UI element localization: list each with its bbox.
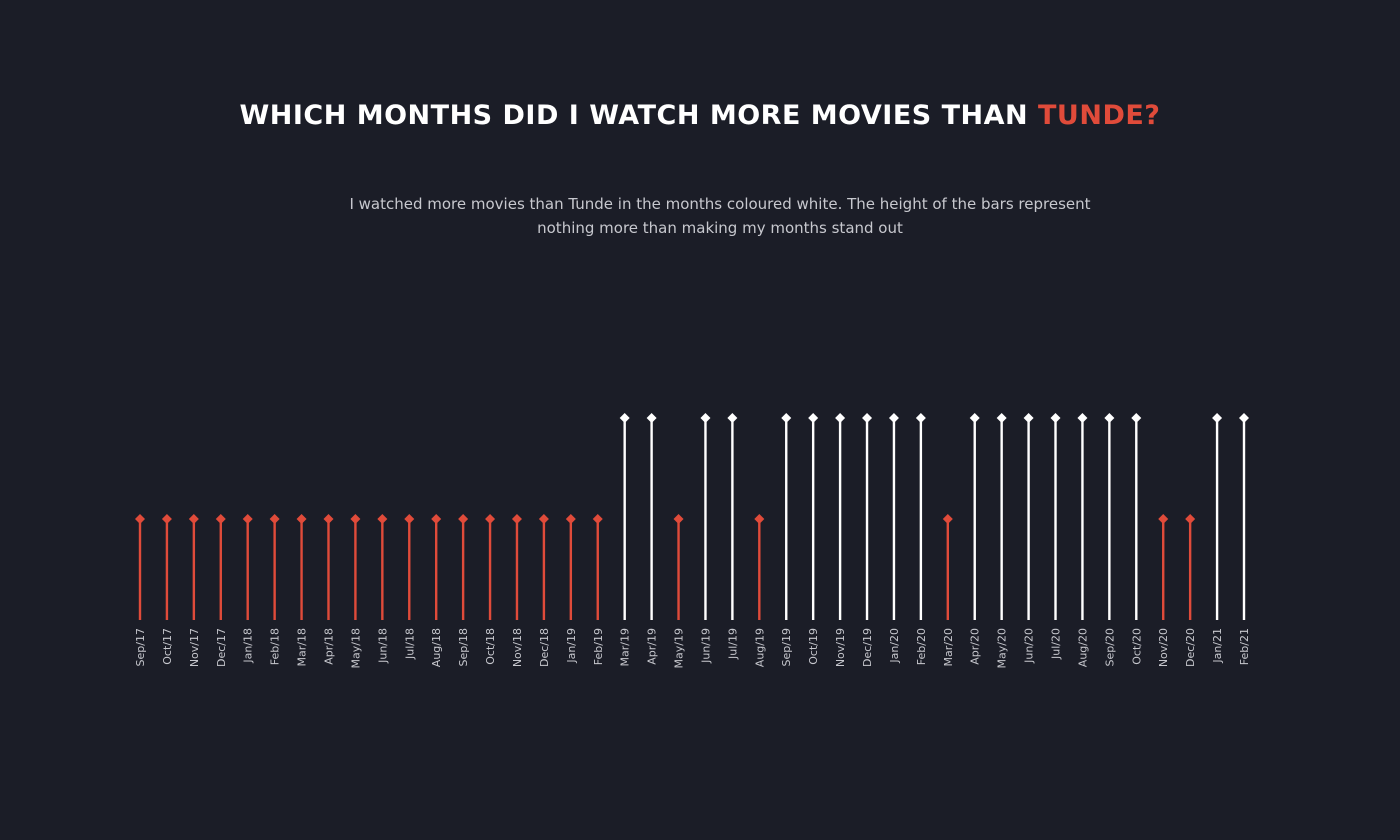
x-tick-label: May/19 [673, 628, 686, 668]
x-tick-label: Jan/18 [242, 628, 255, 664]
marker-oct-20 [1131, 413, 1142, 423]
x-tick-label: Nov/18 [511, 628, 524, 667]
marker-may-18 [350, 514, 361, 524]
marker-mar-18 [296, 514, 307, 524]
marker-aug-19 [754, 514, 765, 524]
marker-jun-18 [377, 514, 388, 524]
x-tick-label: Apr/20 [969, 628, 982, 665]
marker-sep-17 [135, 514, 145, 524]
marker-sep-20 [1104, 413, 1115, 423]
x-tick-label: Jul/19 [726, 628, 739, 660]
x-tick-label: Dec/18 [538, 628, 551, 667]
marker-oct-17 [161, 514, 172, 524]
x-tick-label: Nov/20 [1157, 628, 1170, 667]
marker-feb-19 [592, 514, 603, 524]
x-tick-label: Dec/20 [1184, 628, 1197, 667]
x-tick-label: Aug/18 [430, 628, 443, 667]
marker-jul-20 [1050, 413, 1061, 423]
x-tick-label: Jun/18 [376, 628, 389, 664]
marker-nov-19 [835, 413, 846, 423]
x-tick-label: Sep/17 [134, 628, 147, 666]
x-tick-label: Jan/19 [565, 628, 578, 664]
marker-feb-21 [1239, 413, 1249, 423]
marker-mar-20 [942, 514, 953, 524]
x-tick-label: Nov/19 [834, 628, 847, 667]
x-tick-label: Oct/17 [161, 628, 174, 665]
x-tick-label: Feb/20 [915, 628, 928, 665]
marker-may-19 [673, 514, 684, 524]
marker-mar-19 [619, 413, 630, 423]
x-tick-label: Jan/20 [888, 628, 901, 664]
x-tick-label: Sep/20 [1103, 628, 1116, 666]
x-tick-label: Aug/19 [753, 628, 766, 667]
x-tick-label: Dec/17 [215, 628, 228, 667]
chart-title-highlight: TUNDE? [1038, 100, 1161, 131]
x-tick-label: Mar/20 [942, 628, 955, 666]
x-tick-label: May/20 [996, 628, 1009, 668]
x-tick-label: Oct/19 [807, 628, 820, 665]
marker-jan-20 [888, 413, 899, 423]
marker-aug-18 [431, 514, 442, 524]
x-tick-label: Feb/19 [592, 628, 605, 665]
marker-oct-19 [808, 413, 819, 423]
x-tick-label: Sep/19 [780, 628, 793, 666]
marker-jan-18 [242, 514, 253, 524]
chart-title-main: WHICH MONTHS DID I WATCH MORE MOVIES THA… [239, 100, 1039, 131]
chart-title: WHICH MONTHS DID I WATCH MORE MOVIES THA… [0, 100, 1400, 131]
marker-dec-20 [1185, 514, 1196, 524]
marker-dec-17 [215, 514, 226, 524]
x-tick-label: Jul/20 [1050, 628, 1063, 660]
marker-feb-18 [269, 514, 280, 524]
x-tick-label: Mar/18 [296, 628, 309, 666]
x-tick-label: Apr/19 [646, 628, 659, 665]
marker-jun-20 [1023, 413, 1034, 423]
marker-apr-18 [323, 514, 334, 524]
x-tick-label: Jun/19 [699, 628, 712, 664]
marker-sep-18 [458, 514, 469, 524]
x-tick-label: Oct/20 [1130, 628, 1143, 665]
marker-jan-19 [565, 514, 576, 524]
marker-apr-19 [646, 413, 657, 423]
x-tick-label: Jun/20 [1023, 628, 1036, 664]
marker-dec-18 [538, 514, 549, 524]
chart-subtitle: I watched more movies than Tunde in the … [349, 195, 1091, 237]
marker-apr-20 [969, 413, 980, 423]
x-tick-label: Aug/20 [1076, 628, 1089, 667]
x-tick-label: Nov/17 [188, 628, 201, 667]
marker-feb-20 [915, 413, 926, 423]
marker-dec-19 [862, 413, 873, 423]
marker-aug-20 [1077, 413, 1088, 423]
x-tick-label: Dec/19 [861, 628, 874, 667]
x-tick-label: Feb/18 [269, 628, 282, 665]
x-tick-label: May/18 [349, 628, 362, 668]
marker-jun-19 [700, 413, 711, 423]
x-tick-label: Apr/18 [322, 628, 335, 665]
marker-nov-17 [188, 514, 199, 524]
x-tick-label: Jan/21 [1211, 628, 1224, 664]
marker-jul-19 [727, 413, 738, 423]
x-tick-label: Jul/18 [403, 628, 416, 660]
x-tick-label: Oct/18 [484, 628, 497, 665]
x-tick-label: Sep/18 [457, 628, 470, 666]
x-tick-label: Feb/21 [1238, 628, 1251, 665]
x-tick-label: Mar/19 [619, 628, 632, 666]
marker-jan-21 [1212, 413, 1223, 423]
marker-nov-18 [511, 514, 522, 524]
marker-nov-20 [1158, 514, 1169, 524]
marker-oct-18 [485, 514, 496, 524]
marker-jul-18 [404, 514, 415, 524]
marker-may-20 [996, 413, 1007, 423]
marker-sep-19 [781, 413, 792, 423]
